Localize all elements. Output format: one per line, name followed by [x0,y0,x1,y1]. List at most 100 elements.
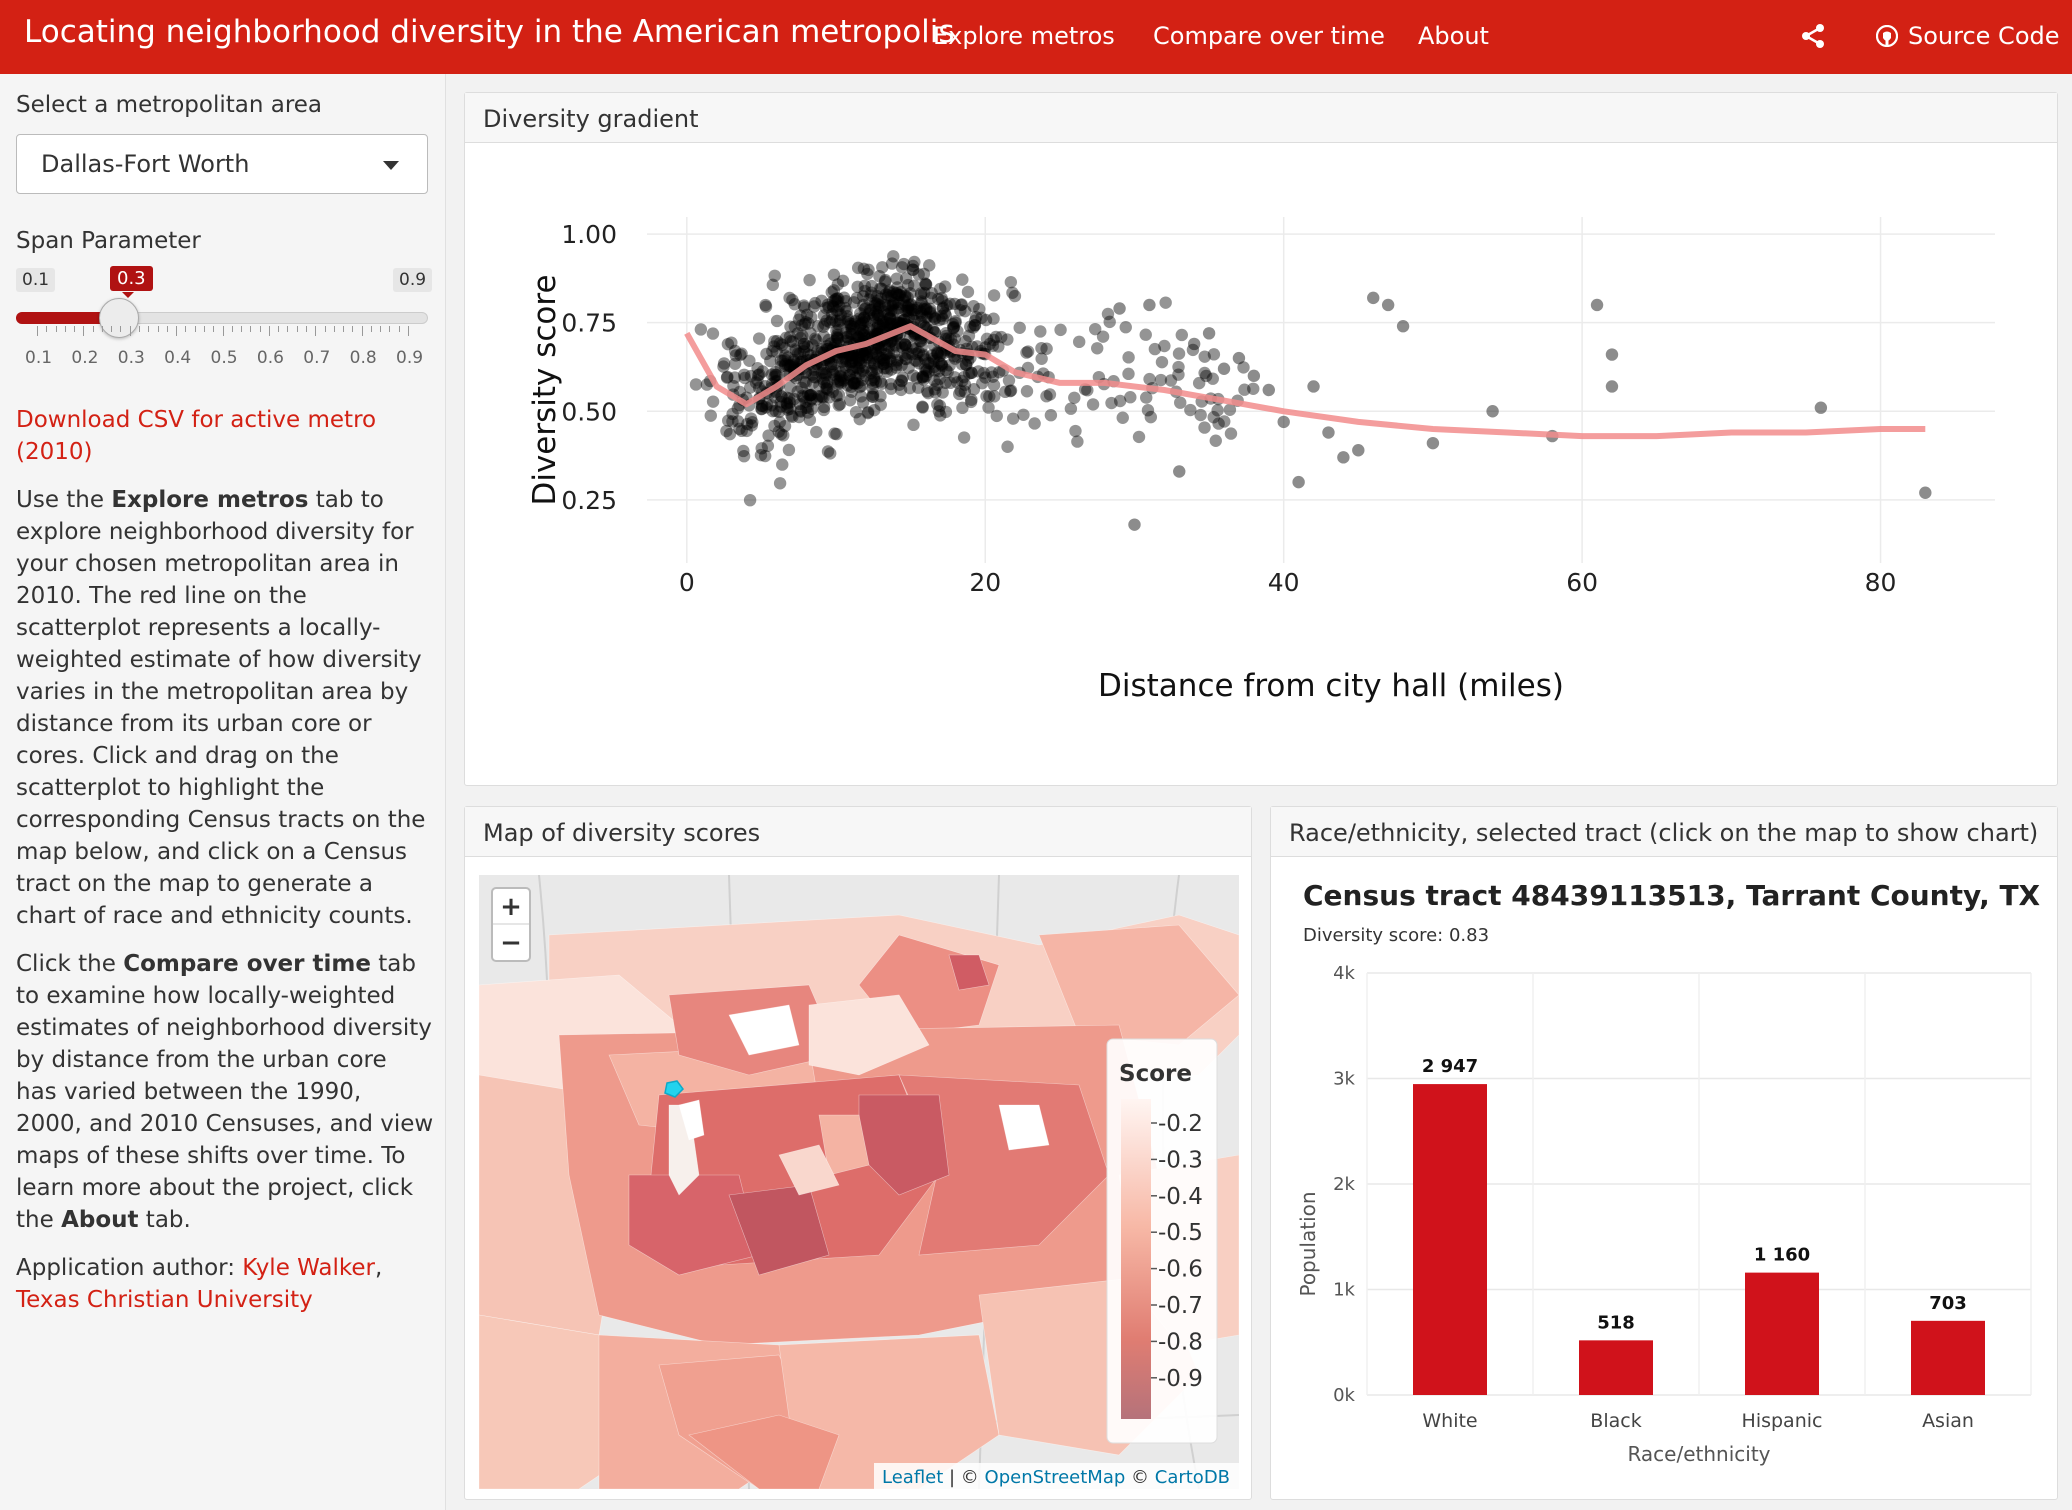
span-slider-handle[interactable] [99,298,139,338]
scatter-point[interactable] [833,314,846,328]
scatter-point[interactable] [900,341,913,354]
scatter-point[interactable] [1186,343,1200,357]
scatter-point[interactable] [869,375,883,388]
scatter-point[interactable] [1232,351,1246,365]
scatter-point[interactable] [834,365,847,379]
scatter-point[interactable] [758,449,772,463]
scatter-point[interactable] [860,345,874,358]
scatter-point[interactable] [900,352,913,366]
scatter-point[interactable] [878,362,891,375]
scatter-point[interactable] [920,303,933,316]
scatter-point[interactable] [865,366,878,380]
scatter-point[interactable] [883,352,897,365]
scatter-point[interactable] [1008,289,1022,303]
scatter-point[interactable] [904,330,917,343]
scatter-point[interactable] [829,364,842,377]
scatter-point[interactable] [868,358,881,372]
scatter-point[interactable] [883,316,896,330]
scatter-point[interactable] [1071,435,1084,448]
scatter-point[interactable] [853,412,866,426]
scatter-point[interactable] [1013,321,1026,334]
scatter-point[interactable] [849,371,862,384]
scatter-point[interactable] [1044,409,1058,422]
scatter-point[interactable] [728,371,742,384]
scatter-point[interactable] [924,357,937,370]
scatter-point[interactable] [821,445,835,458]
scatter-point[interactable] [929,386,942,399]
scatter-point[interactable] [899,338,912,351]
scatter-point[interactable] [947,321,960,334]
scatter-point[interactable] [827,301,840,314]
scatter-point[interactable] [840,330,853,344]
scatter-point[interactable] [835,376,848,390]
scatter-point[interactable] [904,287,917,300]
scatter-point[interactable] [884,299,898,312]
scatter-point[interactable] [871,317,885,330]
scatter-point[interactable] [783,392,796,405]
scatter-point[interactable] [1078,383,1092,396]
scatter-point[interactable] [780,397,793,410]
scatter-point[interactable] [733,422,746,436]
scatter-point[interactable] [964,320,977,333]
scatter-point[interactable] [741,417,754,431]
scatter-point[interactable] [927,310,940,323]
scatter-point[interactable] [899,272,913,285]
scatter-point[interactable] [862,323,876,336]
scatter-point[interactable] [857,298,870,312]
osm-link[interactable]: OpenStreetMap [985,1467,1126,1488]
scatter-point[interactable] [803,273,816,287]
scatter-point[interactable] [777,429,790,442]
scatter-point[interactable] [898,313,911,327]
scatter-point[interactable] [846,348,859,361]
scatter-point[interactable] [828,334,841,348]
scatter-point[interactable] [755,399,768,413]
scatter-point[interactable] [880,348,893,361]
scatter-point[interactable] [854,390,868,403]
scatter-point[interactable] [720,424,733,438]
scatter-point[interactable] [737,444,750,458]
zoom-control[interactable]: + − [491,887,531,962]
scatter-point[interactable] [834,313,847,326]
scatter-point[interactable] [941,365,954,379]
scatter-point[interactable] [924,305,937,319]
scatter-point[interactable] [775,338,789,352]
scatter-point[interactable] [852,351,865,365]
scatter-point[interactable] [770,345,783,358]
scatter-point[interactable] [826,365,839,379]
scatter-point[interactable] [872,355,885,368]
scatter-point[interactable] [1247,369,1261,383]
scatter-point[interactable] [985,366,998,379]
scatter-point[interactable] [871,308,885,322]
scatter-point[interactable] [848,317,861,330]
scatter-point[interactable] [828,373,841,386]
scatter-point[interactable] [902,311,916,324]
scatter-point[interactable] [891,281,904,294]
scatter-point[interactable] [901,291,914,304]
scatter-point[interactable] [957,370,971,384]
scatter-point[interactable] [837,372,851,385]
scatter-point[interactable] [897,257,911,271]
scatter-point[interactable] [876,317,890,330]
scatter-point[interactable] [843,394,857,407]
scatter-point[interactable] [844,327,857,340]
scatter-point[interactable] [779,349,792,362]
scatter-point[interactable] [786,335,799,348]
scatter-point[interactable] [1034,325,1047,338]
scatter-point[interactable] [825,313,839,326]
scatter-point[interactable] [832,351,845,365]
scatter-point[interactable] [734,348,747,362]
scatter-point[interactable] [823,316,837,329]
scatter-point[interactable] [928,374,941,387]
scatter-point[interactable] [918,301,931,314]
scatter-point[interactable] [958,304,972,318]
scatter-point[interactable] [1006,412,1020,425]
scatter-point[interactable] [906,304,919,317]
cartodb-link[interactable]: CartoDB [1155,1467,1230,1488]
scatter-point[interactable] [967,383,981,396]
scatter-point[interactable] [800,308,814,321]
scatter-point[interactable] [881,308,894,321]
scatter-point[interactable] [783,359,797,373]
scatter-point[interactable] [1132,430,1146,444]
scatter-point[interactable] [717,357,731,370]
scatter-point[interactable] [854,324,867,337]
